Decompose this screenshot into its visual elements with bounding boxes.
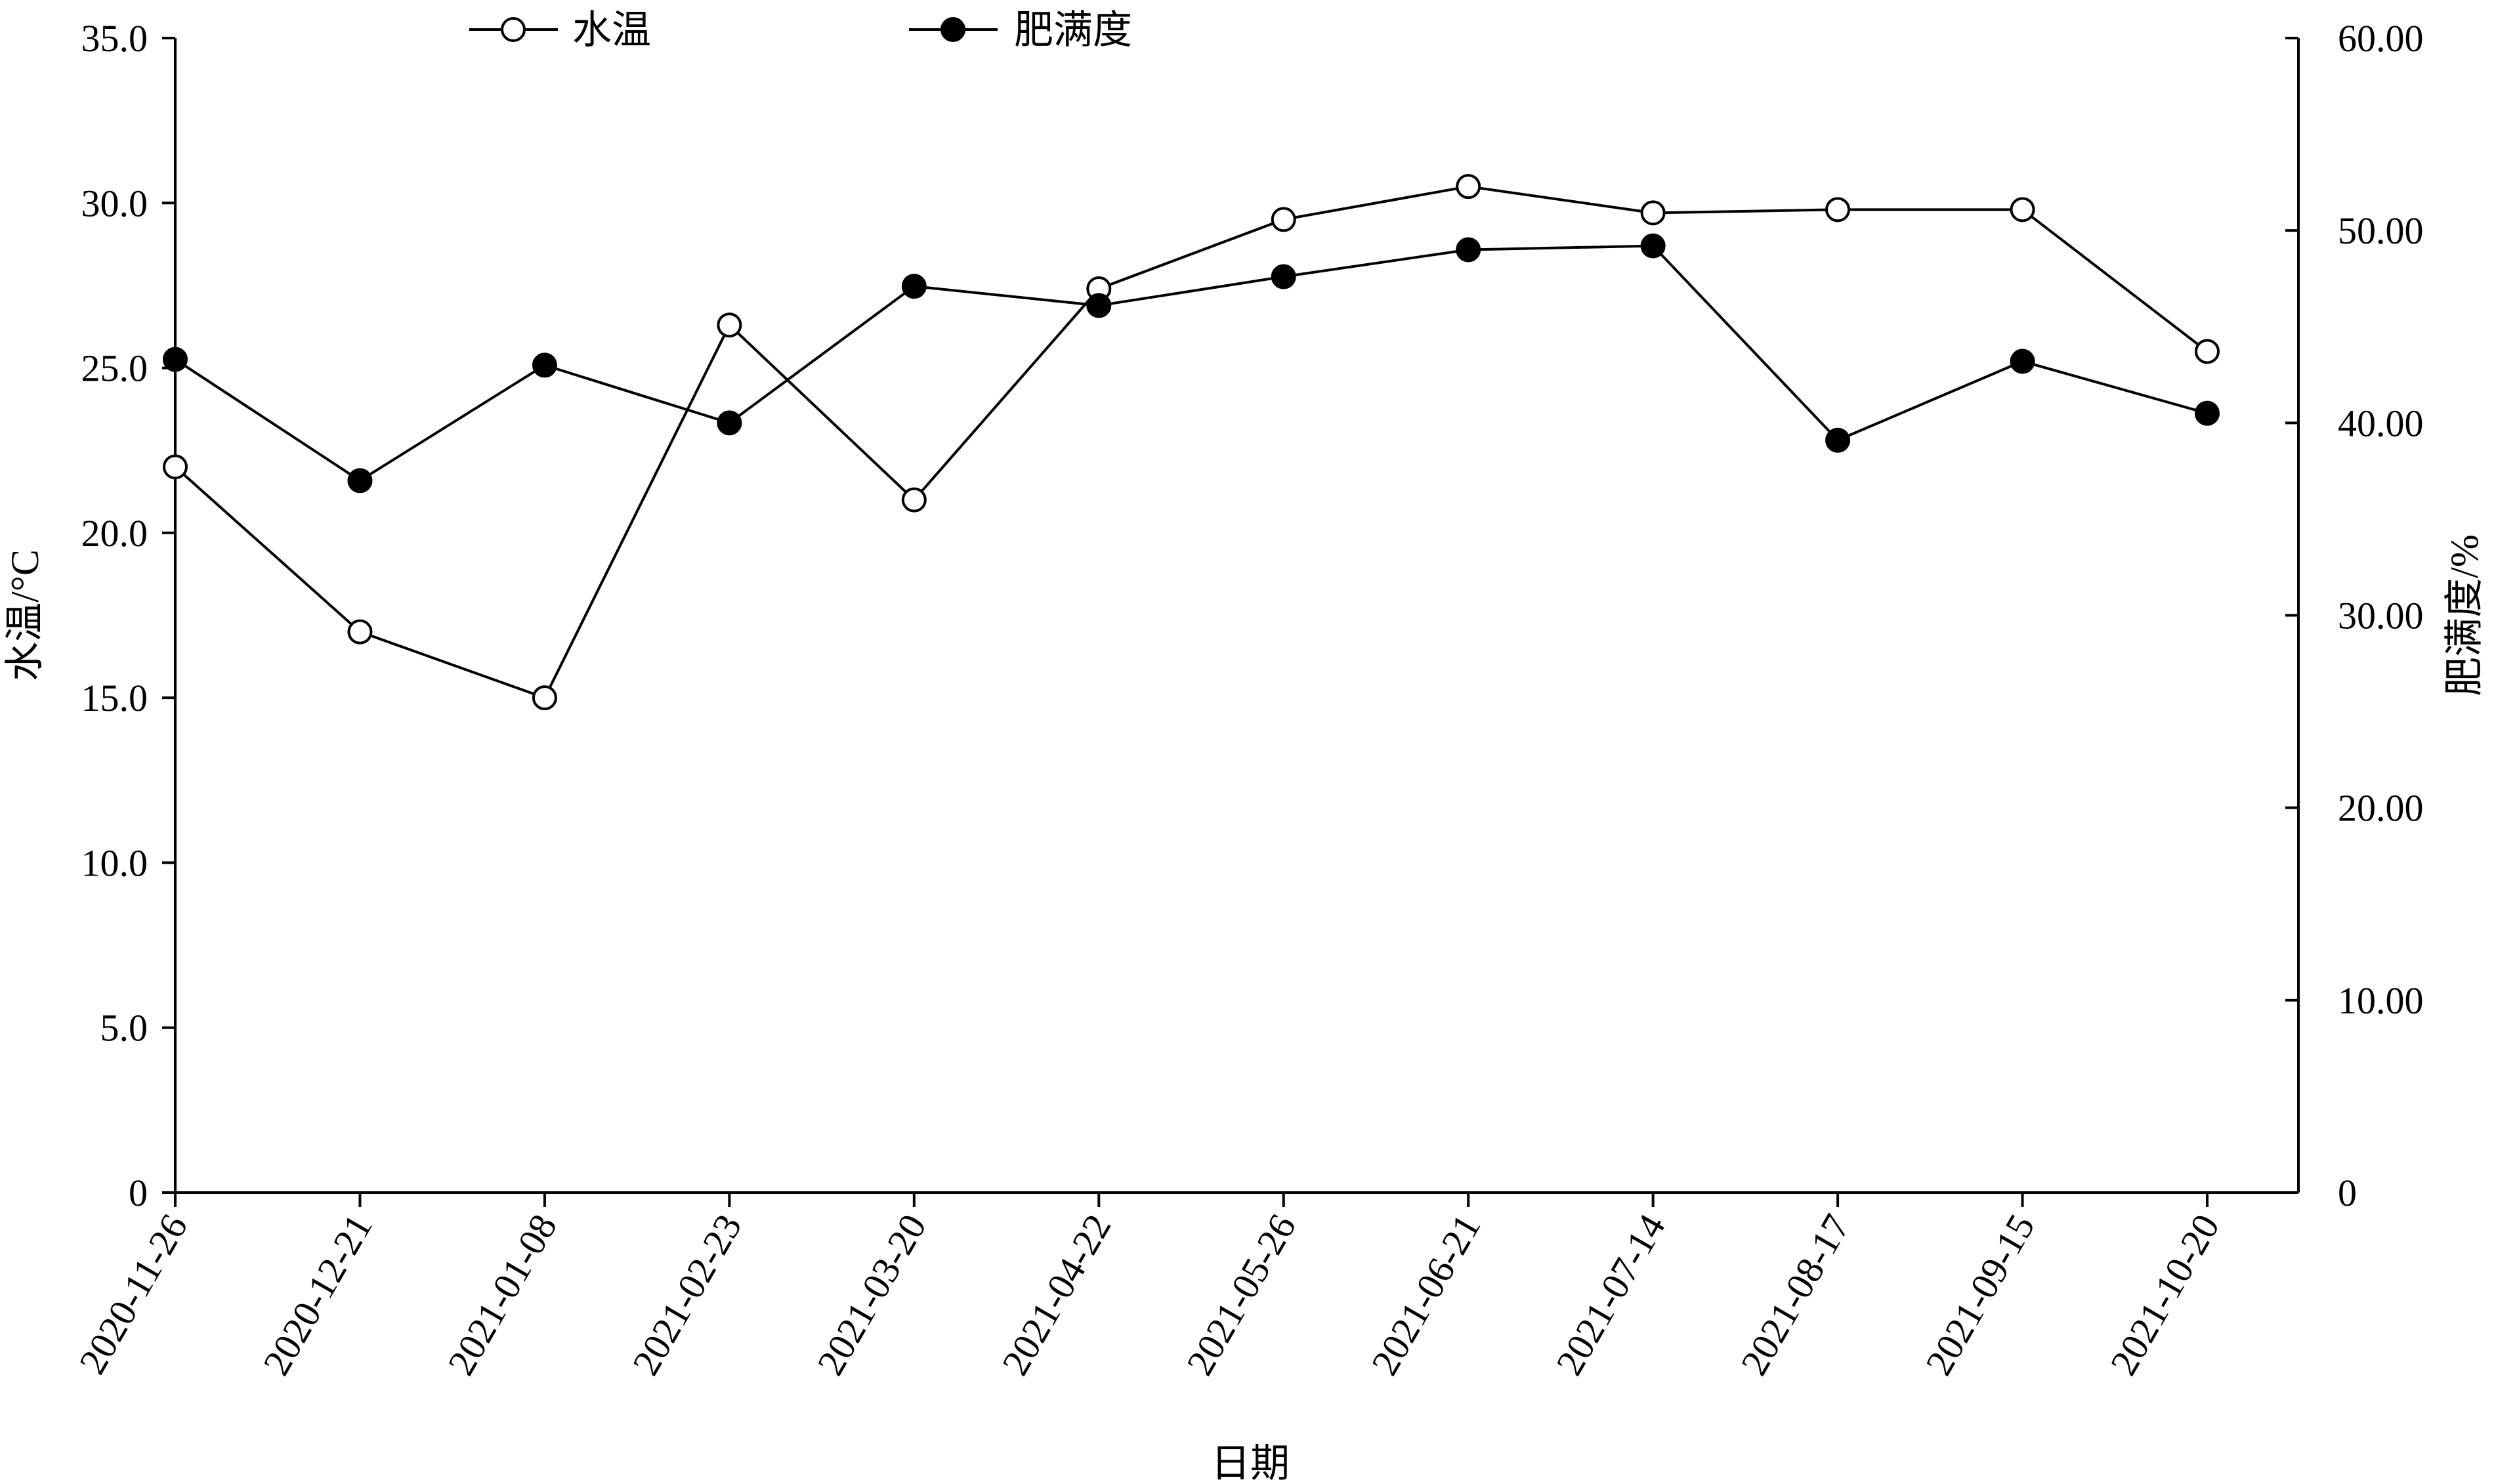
- x-tick-label: 2020-11-26: [71, 1207, 196, 1381]
- x-tick-label: 2020-12-21: [255, 1207, 381, 1382]
- series-2-point: [532, 352, 557, 378]
- left-y-tick-label: 30.0: [81, 182, 148, 224]
- series-2-point: [1825, 427, 1851, 453]
- series-2-point: [2010, 349, 2035, 374]
- series-1-point: [163, 454, 188, 480]
- legend-label-2: 肥满度: [1014, 9, 1132, 52]
- axes: 0 5.0 10.0 15.0 20.0 25.0 30.0 35.0 0 10.00 20.00 3…: [71, 17, 2424, 1382]
- series-2-point: [163, 347, 188, 372]
- x-tick-label: 2021-10-20: [2102, 1207, 2228, 1382]
- legend: 水温 肥满度: [469, 9, 1132, 52]
- right-y-tick-label: 20.00: [2338, 787, 2424, 830]
- left-y-tick-label: 25.0: [81, 347, 148, 390]
- left-y-tick-label: 0: [129, 1172, 148, 1214]
- x-tick-label: 2021-04-22: [994, 1207, 1120, 1382]
- series-1-point: [901, 487, 927, 513]
- series-2-point: [1271, 264, 1296, 289]
- legend-marker-2: [941, 17, 965, 42]
- x-tick-label: 2021-01-08: [440, 1207, 566, 1382]
- x-tick-label: 2021-09-15: [1917, 1207, 2043, 1382]
- x-tick-label: 2021-08-17: [1733, 1207, 1859, 1382]
- series-2-point: [1640, 233, 1666, 259]
- right-y-axis-title: 肥满度/%: [2443, 534, 2486, 696]
- series-1-point: [2195, 339, 2220, 364]
- right-y-tick-label: 60.00: [2338, 17, 2424, 60]
- legend-label-1: 水温: [572, 9, 651, 52]
- series-2-point: [901, 274, 927, 299]
- right-y-tick-label: 10.00: [2338, 979, 2424, 1022]
- series-2-point: [717, 410, 742, 436]
- legend-marker-1: [501, 17, 526, 42]
- x-tick-label: 2021-02-23: [624, 1207, 750, 1382]
- left-y-tick-label: 20.0: [81, 512, 148, 555]
- series-line-2: [174, 244, 2208, 482]
- left-y-tick-label: 5.0: [100, 1007, 148, 1049]
- series-1-point: [717, 312, 742, 338]
- series-1-point: [1271, 207, 1296, 232]
- series-line-1: [174, 185, 2209, 700]
- right-y-tick-label: 40.00: [2338, 402, 2424, 444]
- series-1-point: [1640, 200, 1666, 226]
- x-tick-label: 2021-03-20: [809, 1207, 935, 1382]
- x-tick-label: 2021-05-26: [1178, 1207, 1304, 1382]
- left-y-tick-label: 10.0: [81, 841, 148, 884]
- series-2-point: [1086, 293, 1112, 318]
- series-layer: [163, 174, 2220, 711]
- series-1-point: [1456, 174, 1481, 200]
- series-2-point: [1456, 237, 1481, 263]
- series-2-point: [2195, 400, 2220, 426]
- left-y-axis-title: 水温/°C: [3, 549, 47, 681]
- left-y-tick-label: 35.0: [81, 17, 148, 60]
- right-y-tick-label: 50.00: [2338, 209, 2424, 252]
- left-y-tick-label: 15.0: [81, 677, 148, 719]
- right-y-tick-label: 30.00: [2338, 595, 2424, 637]
- x-tick-label: 2021-07-14: [1548, 1207, 1674, 1382]
- series-1-point: [347, 619, 373, 645]
- series-2-point: [347, 468, 373, 494]
- series-1-point: [532, 685, 557, 711]
- x-axis-title: 日期: [1211, 1442, 1290, 1484]
- x-tick-label: 2021-06-21: [1363, 1207, 1489, 1382]
- series-1-point: [1825, 197, 1851, 223]
- series-1-point: [2010, 197, 2035, 223]
- right-y-tick-label: 0: [2338, 1172, 2357, 1214]
